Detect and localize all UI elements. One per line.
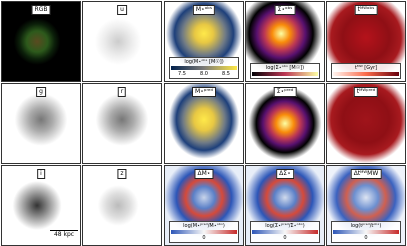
panel-label: tᴹᵂᵒᵇˢ [354,5,378,15]
panel-label: Σ⋆ᵒᵇˢ [274,5,296,15]
panel-label: ΔtᴹᵂMW [350,169,382,179]
colorbar-tick-label: 8.5 [222,71,230,77]
colorbar: log(M⋆ᵖʳᵉᵈ/M⋆ᵒᵇˢ) 0 [169,221,239,243]
colorbar-tick-label: 8.0 [200,71,208,77]
colorbar-label: log(M⋆ᵖʳᵉᵈ/M⋆ᵒᵇˢ) [183,223,225,229]
colorbar: log(M⋆ᵒᵇˢ [M☉]) 7.5 8.0 8.5 [169,57,239,79]
panel-label: ΔΣ⋆ [276,169,294,179]
panel-label: RGB [31,5,51,15]
panel-label: tᴹᵂᵖʳᵉᵈ [353,87,379,97]
panel-label: r [117,87,127,97]
colorbar-gradient [252,72,318,76]
map-panel: Σ⋆ᵖʳᵉᵈ [245,83,325,164]
colorbar-gradient [333,230,399,234]
colorbar-tick-label: 0 [364,235,368,241]
map-panel: tᴹᵂᵖʳᵉᵈ [326,83,406,164]
colorbar-ticks: 0 [333,235,399,241]
colorbar-tick-label: 7.5 [178,71,186,77]
panel-label: z [117,169,127,179]
image-panel: g [1,83,81,164]
colorbar-label: log(Σ⋆ᵒᵇˢ [M☉]) [265,65,305,71]
colorbar-ticks: 0 [171,235,237,241]
map-panel: M⋆ᵖʳᵉᵈ [164,83,244,164]
colorbar-label: log(tᵖʳᵉᵈ/tᵒᵇˢ) [350,223,382,229]
colorbar-gradient [333,72,399,76]
colorbar: log(tᵖʳᵉᵈ/tᵒᵇˢ) 0 [331,221,401,243]
colorbar-label: tᴹᵂ [Gyr] [354,65,378,71]
scale-bar: 48 kpc [50,230,78,238]
image-panel: r [82,83,162,164]
image-panel: RGB [1,1,81,82]
panel-label: Σ⋆ᵖʳᵉᵈ [273,87,297,97]
colorbar-ticks: 7.5 8.0 8.5 [171,71,237,77]
colorbar-tick-label: 0 [283,235,287,241]
panel-label: M⋆ᵒᵇˢ [192,5,216,15]
colorbar-gradient [171,230,237,234]
map-panel: ΔtᴹᵂMW log(tᵖʳᵉᵈ/tᵒᵇˢ) 0 [326,165,406,246]
colorbar-tick-label: 0 [202,235,206,241]
panel-label: g [36,87,46,97]
map-panel: ΔΣ⋆ log(Σ⋆ᵖʳᵉᵈ/Σ⋆ᵒᵇˢ) 0 [245,165,325,246]
colorbar-label: log(M⋆ᵒᵇˢ [M☉]) [184,59,224,65]
panel-label: i [37,169,45,179]
colorbar: log(Σ⋆ᵖʳᵉᵈ/Σ⋆ᵒᵇˢ) 0 [250,221,320,243]
map-panel: tᴹᵂᵒᵇˢ tᴹᵂ [Gyr] [326,1,406,82]
colorbar: log(Σ⋆ᵒᵇˢ [M☉]) [250,63,320,79]
colorbar-ticks: 0 [252,235,318,241]
image-panel: u [82,1,162,82]
colorbar-gradient [252,230,318,234]
panel-label: ΔM⋆ [194,169,214,179]
colorbar-label: log(Σ⋆ᵖʳᵉᵈ/Σ⋆ᵒᵇˢ) [265,223,305,229]
image-panel: z [82,165,162,246]
panel-label: u [117,5,127,15]
colorbar-gradient [171,66,237,70]
map-panel: ΔM⋆ log(M⋆ᵖʳᵉᵈ/M⋆ᵒᵇˢ) 0 [164,165,244,246]
image-panel: i [1,165,81,246]
colorbar: tᴹᵂ [Gyr] [331,63,401,79]
map-panel: M⋆ᵒᵇˢ log(M⋆ᵒᵇˢ [M☉]) 7.5 8.0 8.5 [164,1,244,82]
panel-label: M⋆ᵖʳᵉᵈ [192,87,216,97]
map-panel: Σ⋆ᵒᵇˢ log(Σ⋆ᵒᵇˢ [M☉]) [245,1,325,82]
